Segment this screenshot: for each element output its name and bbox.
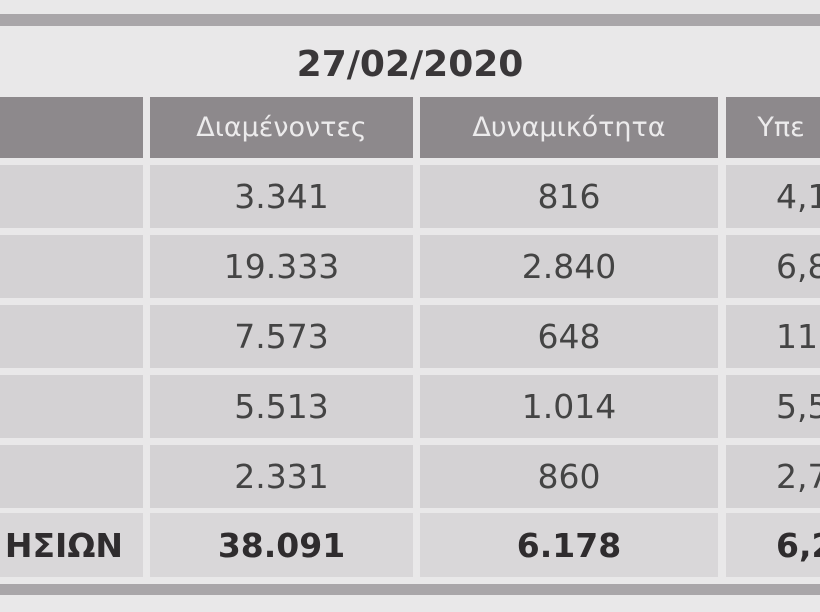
table-cell: 2.840: [420, 235, 718, 298]
row-label-cell: [0, 235, 143, 298]
row-label-cell: [0, 375, 143, 438]
table-cell: 1.014: [420, 375, 718, 438]
header-cell: Δυναμικότητα: [420, 97, 718, 158]
table-cell: 3.341: [150, 165, 413, 228]
table-cell: 6,8: [726, 235, 820, 298]
total-cell: 38.091: [150, 513, 413, 577]
table-cell: 7.573: [150, 305, 413, 368]
total-label: ΗΣΙΩΝ: [0, 513, 143, 577]
date-title: 27/02/2020: [296, 44, 524, 85]
row-label-cell: [0, 305, 143, 368]
table-cell: 2.331: [150, 445, 413, 508]
total-cell: 6,2: [726, 513, 820, 577]
table-cell: 5.513: [150, 375, 413, 438]
row-label-cell: [0, 445, 143, 508]
table-cell: 648: [420, 305, 718, 368]
table-cell: 816: [420, 165, 718, 228]
header-cell: [0, 97, 143, 158]
table-cell: 4,1: [726, 165, 820, 228]
bottom-rule: [0, 584, 820, 595]
table-cell: 11,7: [726, 305, 820, 368]
table-cell: 19.333: [150, 235, 413, 298]
table-cell: 2,7: [726, 445, 820, 508]
total-cell: 6.178: [420, 513, 718, 577]
header-cell: Διαμένοντες: [150, 97, 413, 158]
row-label-cell: [0, 165, 143, 228]
top-rule: [0, 14, 820, 26]
header-cell: Υπε: [726, 97, 820, 158]
table-cell: 860: [420, 445, 718, 508]
table-cell: 5,5: [726, 375, 820, 438]
